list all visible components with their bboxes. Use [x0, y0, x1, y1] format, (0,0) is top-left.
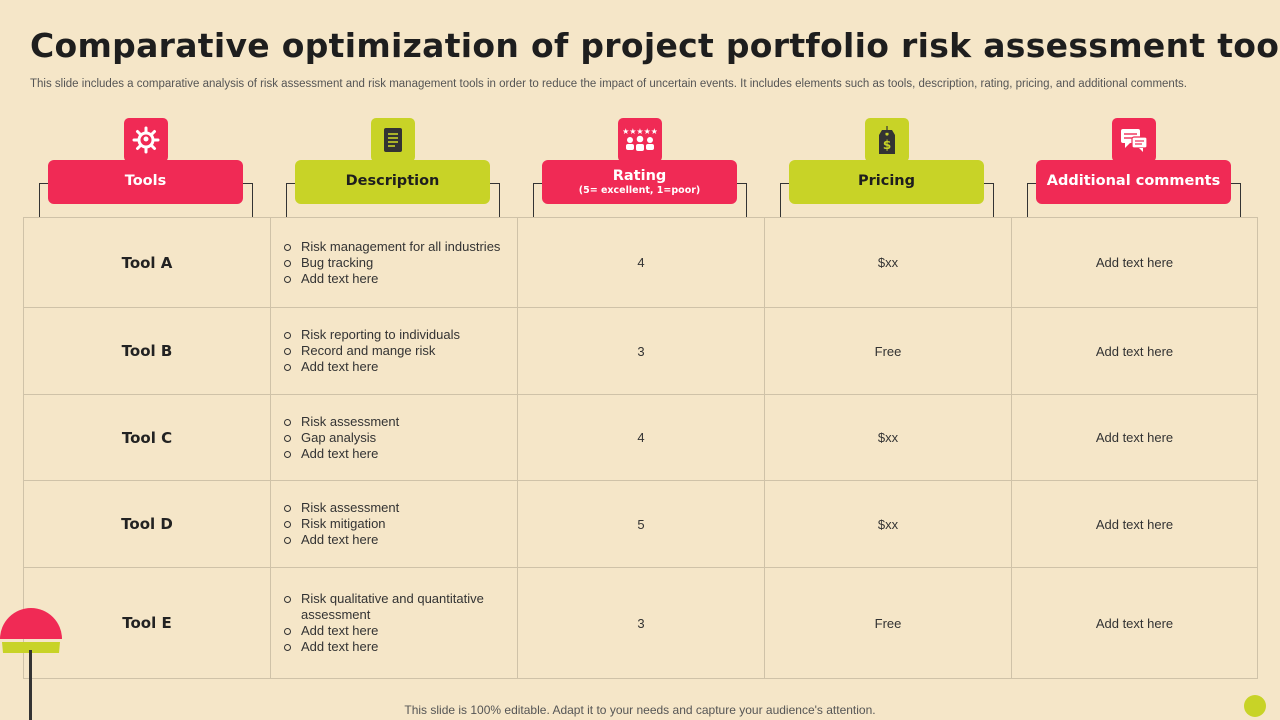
- footer-note: This slide is 100% editable. Adapt it to…: [404, 703, 876, 717]
- decorative-line: [29, 650, 32, 720]
- list-item: Add text here: [283, 446, 517, 462]
- table-row: Tool C Risk assessment Gap analysis Add …: [23, 394, 1258, 481]
- rating-header-pill: Rating (5= excellent, 1=poor): [542, 160, 737, 204]
- tool-name: Tool E: [23, 567, 271, 679]
- list-item: Risk assessment: [283, 500, 517, 516]
- tools-header-pill: Tools: [48, 160, 243, 204]
- list-item: Risk reporting to individuals: [283, 327, 517, 343]
- list-item: Risk assessment: [283, 414, 517, 430]
- tool-rating: 5: [517, 480, 765, 568]
- svg-text:★★★★★: ★★★★★: [623, 127, 657, 136]
- table-row: Tool A Risk management for all industrie…: [23, 217, 1258, 308]
- tool-description: Risk reporting to individuals Record and…: [270, 307, 518, 395]
- tool-rating: 4: [517, 394, 765, 481]
- list-item: Add text here: [283, 359, 517, 375]
- tool-description: Risk qualitative and quantitative assess…: [270, 567, 518, 679]
- tool-description: Risk assessment Risk mitigation Add text…: [270, 480, 518, 568]
- rating-header-label: Rating: [612, 167, 667, 184]
- document-icon: [370, 117, 416, 163]
- header-rating: ★★★★★ Rating (5= excellent, 1=poor): [517, 117, 763, 217]
- tool-rating: 3: [517, 307, 765, 395]
- tool-rating: 3: [517, 567, 765, 679]
- header-comments: Additional comments: [1011, 117, 1257, 217]
- list-item: Add text here: [283, 623, 517, 639]
- tool-comment: Add text here: [1011, 567, 1258, 679]
- list-item: Add text here: [283, 639, 517, 655]
- list-item: Record and mange risk: [283, 343, 517, 359]
- description-header-pill: Description: [295, 160, 490, 204]
- tool-name: Tool A: [23, 217, 271, 308]
- page-subtitle: This slide includes a comparative analys…: [30, 78, 1187, 90]
- tool-name: Tool B: [23, 307, 271, 395]
- list-item: Bug tracking: [283, 255, 517, 271]
- comments-header-label: Additional comments: [1046, 173, 1221, 190]
- tool-comment: Add text here: [1011, 394, 1258, 481]
- pricing-header-label: Pricing: [857, 173, 916, 190]
- comments-icon: [1111, 117, 1157, 163]
- tool-pricing: $xx: [764, 394, 1012, 481]
- tool-pricing: Free: [764, 567, 1012, 679]
- tool-comment: Add text here: [1011, 480, 1258, 568]
- table-row: Tool D Risk assessment Risk mitigation A…: [23, 480, 1258, 568]
- tool-comment: Add text here: [1011, 307, 1258, 395]
- svg-text:$: $: [883, 138, 891, 152]
- tool-description: Risk management for all industries Bug t…: [270, 217, 518, 308]
- header-description: Description: [270, 117, 516, 217]
- list-item: Risk management for all industries: [283, 239, 517, 255]
- tool-pricing: $xx: [764, 480, 1012, 568]
- header-pricing: $ Pricing: [764, 117, 1010, 217]
- tool-pricing: $xx: [764, 217, 1012, 308]
- table-row: Tool B Risk reporting to individuals Rec…: [23, 307, 1258, 395]
- tool-name: Tool C: [23, 394, 271, 481]
- gear-people-icon: [123, 117, 169, 163]
- tool-pricing: Free: [764, 307, 1012, 395]
- list-item: Risk mitigation: [283, 516, 517, 532]
- comments-header-pill: Additional comments: [1036, 160, 1231, 204]
- page-title: Comparative optimization of project port…: [30, 26, 1280, 65]
- header-tools: Tools: [23, 117, 269, 217]
- table-row: Tool E Risk qualitative and quantitative…: [23, 567, 1258, 679]
- decorative-dot: [1244, 695, 1266, 717]
- list-item: Risk qualitative and quantitative assess…: [283, 591, 517, 623]
- tool-comment: Add text here: [1011, 217, 1258, 308]
- list-item: Add text here: [283, 271, 517, 287]
- description-header-label: Description: [345, 173, 440, 190]
- tool-description: Risk assessment Gap analysis Add text he…: [270, 394, 518, 481]
- pricing-header-pill: Pricing: [789, 160, 984, 204]
- tool-rating: 4: [517, 217, 765, 308]
- tool-name: Tool D: [23, 480, 271, 568]
- list-item: Gap analysis: [283, 430, 517, 446]
- comparison-table: Tool A Risk management for all industrie…: [23, 217, 1258, 679]
- rating-crowd-icon: ★★★★★: [617, 117, 663, 163]
- decorative-semicircle: [0, 608, 62, 653]
- tools-header-label: Tools: [124, 173, 167, 190]
- list-item: Add text here: [283, 532, 517, 548]
- rating-header-sub: (5= excellent, 1=poor): [578, 185, 701, 196]
- price-tag-icon: $: [864, 117, 910, 163]
